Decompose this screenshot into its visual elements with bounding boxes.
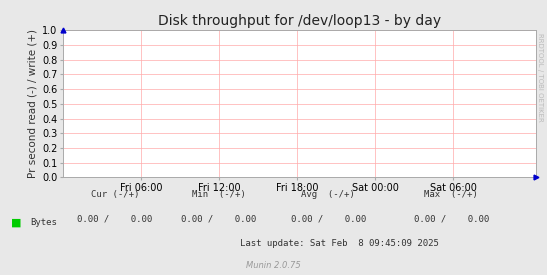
Text: Min  (-/+): Min (-/+) — [192, 190, 246, 199]
Text: 0.00 /    0.00: 0.00 / 0.00 — [414, 214, 489, 223]
Text: 0.00 /    0.00: 0.00 / 0.00 — [77, 214, 153, 223]
Text: 0.00 /    0.00: 0.00 / 0.00 — [181, 214, 257, 223]
Text: Cur (-/+): Cur (-/+) — [91, 190, 139, 199]
Text: Last update: Sat Feb  8 09:45:09 2025: Last update: Sat Feb 8 09:45:09 2025 — [240, 239, 439, 248]
Text: Bytes: Bytes — [30, 218, 57, 227]
Y-axis label: Pr second read (-) / write (+): Pr second read (-) / write (+) — [28, 29, 38, 178]
Text: ■: ■ — [11, 218, 21, 228]
Text: RRDTOOL / TOBI OETIKER: RRDTOOL / TOBI OETIKER — [537, 33, 543, 122]
Text: Avg  (-/+): Avg (-/+) — [301, 190, 355, 199]
Text: 0.00 /    0.00: 0.00 / 0.00 — [290, 214, 366, 223]
Text: Max  (-/+): Max (-/+) — [424, 190, 478, 199]
Text: Munin 2.0.75: Munin 2.0.75 — [246, 261, 301, 270]
Title: Disk throughput for /dev/loop13 - by day: Disk throughput for /dev/loop13 - by day — [158, 14, 441, 28]
